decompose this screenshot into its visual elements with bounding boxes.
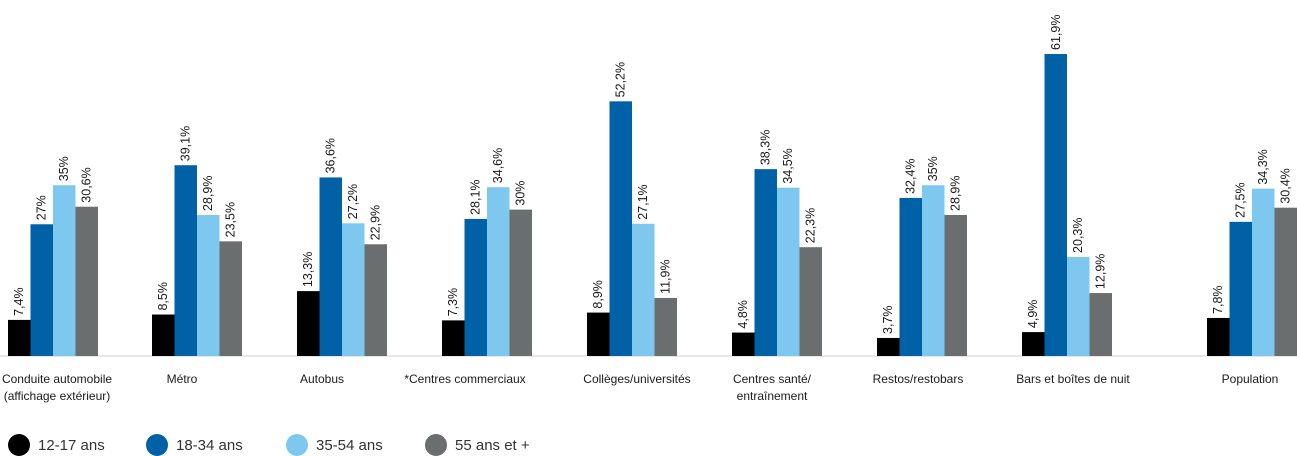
data-label: 61,9% bbox=[1049, 15, 1063, 50]
data-label: 34,6% bbox=[491, 148, 505, 183]
bar-chart: 7,4% 27% 35% 30,6% Conduite automobile (affic… bbox=[0, 15, 1297, 403]
bar bbox=[1044, 54, 1067, 356]
legend-swatch bbox=[425, 434, 447, 456]
legend-item: 35-54 ans bbox=[286, 434, 383, 456]
data-label: 35% bbox=[57, 156, 71, 181]
data-label: 8,5% bbox=[156, 282, 170, 311]
bar bbox=[75, 206, 98, 356]
data-label: 34,3% bbox=[1256, 149, 1270, 184]
legend-label: 18-34 ans bbox=[176, 436, 243, 454]
data-label: 27,1% bbox=[636, 184, 650, 219]
data-label: 34,5% bbox=[781, 148, 795, 183]
bar bbox=[877, 337, 900, 356]
bar bbox=[899, 197, 922, 356]
data-label: 27% bbox=[35, 195, 49, 220]
data-label: 3,7% bbox=[881, 305, 895, 334]
legend-item: 18-34 ans bbox=[146, 434, 243, 456]
legend-item: 55 ans et + bbox=[425, 434, 530, 456]
data-label: 4,8% bbox=[736, 300, 750, 329]
category-label: Bars et boîtes de nuit bbox=[1016, 372, 1130, 386]
data-label: 23,5% bbox=[224, 202, 238, 237]
legend-label: 12-17 ans bbox=[38, 436, 105, 454]
data-label: 22,9% bbox=[369, 205, 383, 240]
data-label: 30,4% bbox=[1279, 168, 1293, 203]
bar bbox=[319, 177, 342, 356]
bar bbox=[1229, 221, 1252, 356]
data-label: 12,9% bbox=[1094, 254, 1108, 289]
bar bbox=[442, 320, 465, 356]
data-label: 27,5% bbox=[1234, 182, 1248, 217]
category-label: Collèges/universités bbox=[583, 372, 690, 386]
data-label: 30,6% bbox=[80, 167, 94, 202]
bar bbox=[219, 241, 242, 356]
bar bbox=[587, 312, 610, 356]
data-label: 36,6% bbox=[324, 138, 338, 173]
bar bbox=[1252, 188, 1275, 356]
bar bbox=[152, 314, 175, 356]
category-label: Métro bbox=[167, 372, 198, 386]
data-label: 27,2% bbox=[346, 184, 360, 219]
data-label: 39,1% bbox=[179, 126, 193, 161]
data-label: 28,9% bbox=[201, 176, 215, 211]
category-label: Autobus bbox=[300, 372, 344, 386]
bar bbox=[364, 244, 387, 356]
data-label: 32,4% bbox=[904, 158, 918, 193]
legend-swatch bbox=[8, 434, 30, 456]
legend-swatch bbox=[286, 434, 308, 456]
data-label: 13,3% bbox=[301, 252, 315, 287]
data-label: 11,9% bbox=[659, 259, 673, 294]
data-label: 52,2% bbox=[614, 62, 628, 97]
category-label: Conduite automobile (affichage extérieur) bbox=[2, 372, 112, 403]
bar bbox=[777, 187, 800, 356]
bar bbox=[464, 218, 487, 356]
bar bbox=[1067, 256, 1090, 356]
bar bbox=[1022, 332, 1045, 356]
bar bbox=[654, 297, 677, 356]
bar bbox=[754, 169, 777, 356]
bar bbox=[487, 187, 510, 356]
bar bbox=[944, 215, 967, 356]
legend: 12-17 ans 18-34 ans 35-54 ans 55 ans et … bbox=[0, 434, 1297, 456]
bar bbox=[30, 224, 53, 356]
data-label: 7,4% bbox=[12, 287, 26, 316]
data-label: 8,9% bbox=[591, 280, 605, 309]
bar bbox=[922, 185, 945, 356]
data-label: 22,3% bbox=[804, 208, 818, 243]
data-label: 28,9% bbox=[949, 176, 963, 211]
bar bbox=[297, 291, 320, 356]
bar bbox=[1207, 317, 1230, 356]
bar bbox=[197, 215, 220, 356]
category-label: *Centres commerciaux bbox=[404, 372, 525, 386]
data-label: 4,9% bbox=[1026, 300, 1040, 329]
data-label: 20,3% bbox=[1071, 218, 1085, 253]
legend-swatch bbox=[146, 434, 168, 456]
bar bbox=[632, 223, 655, 356]
bar bbox=[342, 223, 365, 356]
bar bbox=[799, 247, 822, 356]
data-label: 30% bbox=[514, 181, 528, 206]
data-label: 7,8% bbox=[1211, 285, 1225, 314]
bar bbox=[1274, 207, 1297, 356]
bar bbox=[8, 319, 31, 356]
bar bbox=[509, 209, 532, 356]
bar bbox=[174, 165, 197, 356]
legend-label: 35-54 ans bbox=[316, 436, 383, 454]
bar bbox=[1089, 293, 1112, 356]
data-label: 38,3% bbox=[759, 130, 773, 165]
category-label: Population bbox=[1222, 372, 1279, 386]
legend-label: 55 ans et + bbox=[455, 436, 530, 454]
data-label: 7,3% bbox=[446, 288, 460, 317]
category-label: Centres santé/entraînement bbox=[733, 372, 812, 403]
data-label: 35% bbox=[926, 156, 940, 181]
bar bbox=[53, 185, 76, 356]
legend-item: 12-17 ans bbox=[8, 434, 105, 456]
category-label: Restos/restobars bbox=[873, 372, 964, 386]
bar bbox=[609, 101, 632, 357]
bar bbox=[732, 332, 755, 356]
data-label: 28,1% bbox=[469, 179, 483, 214]
